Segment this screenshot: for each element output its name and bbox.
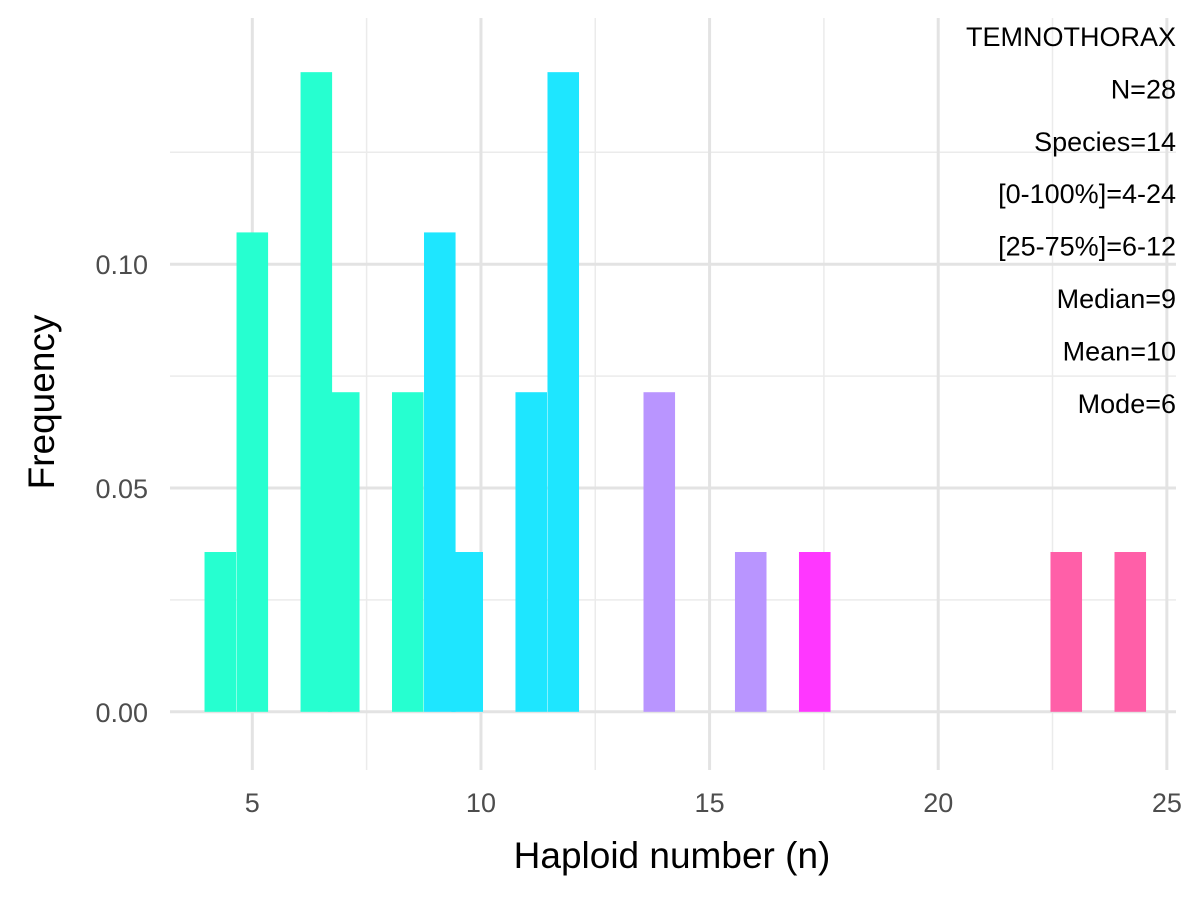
x-axis-title: Haploid number (n) bbox=[514, 835, 831, 876]
summary-annotation: [0-100%]=4-24 bbox=[998, 179, 1176, 209]
summary-annotation: N=28 bbox=[1111, 74, 1176, 104]
y-tick-label: 0.05 bbox=[95, 474, 148, 504]
y-tick-label: 0.00 bbox=[95, 698, 148, 728]
summary-annotation: Species=14 bbox=[1034, 127, 1176, 157]
histogram-bar bbox=[327, 392, 360, 712]
x-tick-label: 25 bbox=[1152, 788, 1182, 818]
y-tick-label: 0.10 bbox=[95, 250, 148, 280]
histogram-bar bbox=[734, 552, 767, 712]
summary-annotations: TEMNOTHORAX N=28 Species=14 [0-100%]=4-24 [2… bbox=[966, 22, 1176, 419]
x-tick-label: 20 bbox=[923, 788, 953, 818]
x-tick-label: 15 bbox=[695, 788, 725, 818]
y-axis-tick-labels: 0.00 0.05 0.10 bbox=[95, 250, 148, 728]
summary-annotation: Mode=6 bbox=[1078, 389, 1176, 419]
x-axis-tick-labels: 5 10 15 20 25 bbox=[245, 788, 1182, 818]
histogram-bar bbox=[204, 552, 237, 712]
histogram-bar bbox=[236, 232, 269, 712]
summary-annotation: Median=9 bbox=[1057, 284, 1176, 314]
x-tick-label: 5 bbox=[245, 788, 260, 818]
histogram-bar bbox=[300, 72, 333, 712]
summary-annotation: TEMNOTHORAX bbox=[966, 22, 1176, 52]
histogram-bar bbox=[798, 552, 831, 712]
summary-annotation: Mean=10 bbox=[1063, 336, 1176, 366]
histogram-bar bbox=[1114, 552, 1147, 712]
summary-annotation: [25-75%]=6-12 bbox=[998, 232, 1176, 262]
histogram-bar bbox=[515, 392, 548, 712]
histogram-bars bbox=[204, 72, 1147, 712]
x-tick-label: 10 bbox=[466, 788, 496, 818]
y-axis-title: Frequency bbox=[21, 314, 62, 489]
histogram-bar bbox=[451, 552, 484, 712]
histogram-bar bbox=[643, 392, 676, 712]
histogram-bar bbox=[424, 232, 456, 712]
histogram-bar bbox=[1050, 552, 1083, 712]
histogram-bar bbox=[547, 72, 580, 712]
histogram-bar bbox=[392, 392, 424, 712]
